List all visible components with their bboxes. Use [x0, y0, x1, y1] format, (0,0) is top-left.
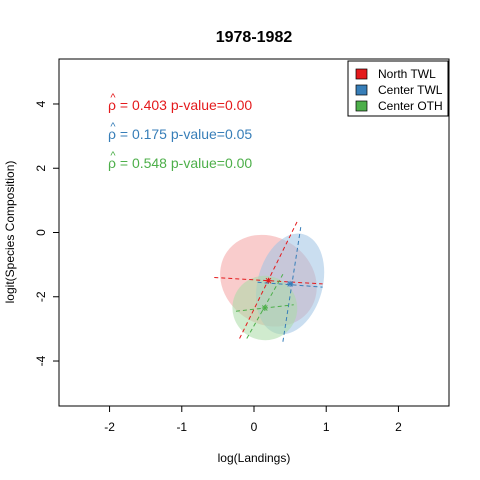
p-value: p-value=0.00 — [167, 97, 252, 113]
legend-swatch — [355, 100, 368, 112]
legend: North TWL Center TWL Center OTH — [347, 60, 449, 117]
y-tick-label: 0 — [34, 229, 48, 236]
y-axis-label: logit(Species Composition) — [3, 161, 17, 304]
y-tick-label: 2 — [34, 165, 48, 172]
y-tick-label: -4 — [34, 355, 48, 366]
rho-value: 0.175 — [132, 126, 167, 142]
rho-annotation: ρ = 0.548 p-value=0.00 — [108, 155, 252, 171]
legend-label: Center OTH — [378, 99, 443, 113]
x-tick-label: -2 — [104, 420, 115, 434]
legend-label: Center TWL — [378, 83, 443, 97]
x-axis-label: log(Landings) — [218, 451, 291, 465]
legend-swatch — [355, 68, 368, 80]
x-tick-label: 0 — [251, 420, 258, 434]
center-point — [265, 277, 272, 284]
p-value: p-value=0.05 — [167, 126, 252, 142]
rho-value: 0.403 — [132, 97, 167, 113]
rho-hat: ^ — [110, 121, 116, 133]
center-point — [287, 280, 294, 287]
y-tick-label: -2 — [34, 291, 48, 302]
x-tick-label: 2 — [395, 420, 402, 434]
y-tick-label: 4 — [34, 100, 48, 107]
center-point — [261, 305, 268, 312]
rho-hat: ^ — [110, 150, 116, 162]
rho-annotation: ρ = 0.403 p-value=0.00 — [108, 97, 252, 113]
rho-hat: ^ — [110, 92, 116, 104]
rho-value: 0.548 — [132, 155, 167, 171]
x-tick-label: -1 — [176, 420, 187, 434]
chart-title: 1978-1982 — [216, 29, 293, 46]
legend-swatch — [355, 84, 368, 96]
rho-annotation: ρ = 0.175 p-value=0.05 — [108, 126, 252, 142]
x-tick-label: 1 — [323, 420, 330, 434]
p-value: p-value=0.00 — [167, 155, 252, 171]
legend-label: North TWL — [378, 67, 436, 81]
ellipse-axis-line — [257, 281, 323, 288]
